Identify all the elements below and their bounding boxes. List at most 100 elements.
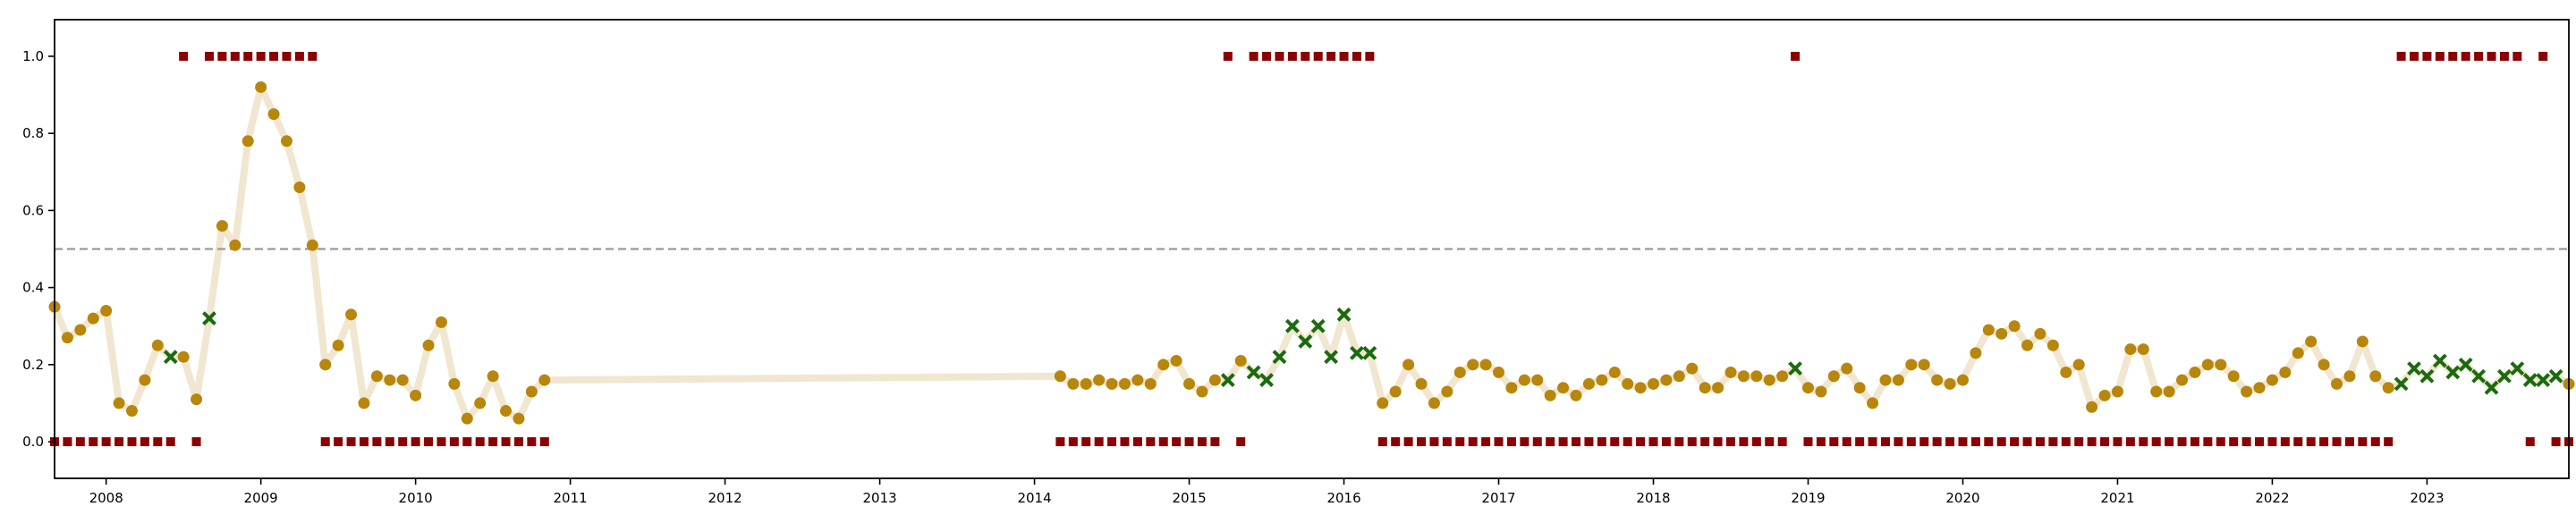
label-square-0 bbox=[501, 437, 511, 447]
anomaly-marker bbox=[2458, 357, 2473, 372]
label-square-0 bbox=[1442, 437, 1452, 447]
data-point bbox=[1931, 374, 1944, 386]
x-tick-label: 2008 bbox=[89, 490, 123, 506]
data-point bbox=[2034, 327, 2046, 340]
label-square-0 bbox=[140, 437, 149, 447]
data-point bbox=[1054, 370, 1066, 383]
data-point bbox=[100, 304, 113, 317]
data-point bbox=[1479, 359, 1492, 371]
label-square-1 bbox=[2461, 51, 2470, 61]
data-point bbox=[61, 332, 73, 344]
data-point bbox=[1170, 355, 1182, 367]
label-square-0 bbox=[334, 437, 343, 447]
label-square-1 bbox=[1223, 51, 1233, 61]
label-square-0 bbox=[320, 437, 330, 447]
x-tick-label: 2009 bbox=[244, 490, 278, 506]
label-square-0 bbox=[89, 437, 98, 447]
label-square-0 bbox=[372, 437, 382, 447]
data-point bbox=[1582, 377, 1595, 390]
data-point bbox=[1131, 374, 1144, 386]
data-point bbox=[2124, 343, 2137, 356]
label-square-0 bbox=[1829, 437, 1839, 447]
label-square-0 bbox=[475, 437, 485, 447]
anomaly-marker bbox=[1220, 373, 1235, 387]
data-point bbox=[2318, 359, 2330, 371]
data-point bbox=[1801, 382, 1814, 394]
data-point bbox=[113, 397, 125, 409]
data-point bbox=[191, 393, 203, 406]
data-point bbox=[1183, 377, 1196, 390]
data-point bbox=[1467, 359, 1479, 371]
label-square-0 bbox=[1417, 437, 1427, 447]
data-point bbox=[1157, 359, 1170, 371]
data-point bbox=[139, 374, 151, 386]
data-point bbox=[1415, 377, 1428, 390]
data-point bbox=[1996, 327, 2008, 340]
anomaly-marker bbox=[2419, 368, 2435, 384]
data-point bbox=[487, 370, 499, 383]
data-point bbox=[2241, 385, 2253, 398]
x-tick-label: 2020 bbox=[1945, 490, 1979, 506]
data-point bbox=[1377, 397, 1389, 409]
data-point bbox=[229, 239, 242, 251]
label-square-0 bbox=[2267, 437, 2277, 447]
anomaly-marker bbox=[2484, 380, 2499, 395]
label-square-0 bbox=[1584, 437, 1594, 447]
data-point bbox=[2176, 374, 2189, 386]
label-square-0 bbox=[2551, 437, 2561, 447]
label-square-0 bbox=[1081, 437, 1091, 447]
label-square-0 bbox=[2165, 437, 2174, 447]
label-square-1 bbox=[1275, 51, 1284, 61]
label-square-0 bbox=[2306, 437, 2316, 447]
probability-points-layer bbox=[48, 80, 2575, 425]
label-square-0 bbox=[346, 437, 356, 447]
anomaly-marker bbox=[2432, 353, 2447, 368]
anomaly-marker bbox=[1788, 361, 1802, 376]
data-point bbox=[384, 374, 396, 386]
y-tick-label: 0.2 bbox=[22, 357, 44, 373]
data-point bbox=[2163, 385, 2175, 398]
label-square-0 bbox=[1906, 437, 1916, 447]
label-square-0 bbox=[2139, 437, 2148, 447]
x-tick-label: 2012 bbox=[708, 490, 742, 506]
anomaly-marker bbox=[1246, 365, 1261, 380]
data-point bbox=[293, 182, 306, 194]
data-point bbox=[2331, 377, 2343, 390]
label-square-0 bbox=[539, 437, 549, 447]
label-square-0 bbox=[1623, 437, 1632, 447]
label-square-1 bbox=[230, 51, 240, 61]
label-square-0 bbox=[2384, 437, 2394, 447]
label-square-0 bbox=[2061, 437, 2071, 447]
label-square-0 bbox=[127, 437, 137, 447]
data-point bbox=[2046, 339, 2059, 351]
label-square-0 bbox=[398, 437, 408, 447]
label-square-1 bbox=[1313, 51, 1323, 61]
label-square-0 bbox=[2229, 437, 2239, 447]
data-point bbox=[2343, 370, 2356, 383]
label-square-0 bbox=[2100, 437, 2110, 447]
data-point bbox=[2382, 382, 2394, 394]
x-tick-label: 2017 bbox=[1481, 490, 1515, 506]
data-point bbox=[151, 339, 164, 351]
label-square-0 bbox=[1481, 437, 1491, 447]
label-square-0 bbox=[1429, 437, 1439, 447]
data-point bbox=[1648, 377, 1660, 390]
data-point bbox=[461, 412, 473, 425]
anomaly-marker bbox=[1259, 373, 1274, 387]
label-square-0 bbox=[1932, 437, 1942, 447]
data-point bbox=[1402, 359, 1415, 371]
label-square-0 bbox=[1597, 437, 1606, 447]
y-tick-label: 0.8 bbox=[22, 125, 44, 141]
x-tick-label: 2015 bbox=[1172, 490, 1206, 506]
label-square-0 bbox=[2280, 437, 2290, 447]
label-square-0 bbox=[1236, 437, 1246, 447]
data-point bbox=[1118, 377, 1131, 390]
label-square-0 bbox=[1739, 437, 1749, 447]
label-square-0 bbox=[2125, 437, 2135, 447]
label-square-0 bbox=[385, 437, 394, 447]
x-tick-label: 2023 bbox=[2410, 490, 2444, 506]
data-point bbox=[2060, 366, 2072, 378]
label-square-0 bbox=[1520, 437, 1530, 447]
data-point bbox=[1892, 374, 1904, 386]
